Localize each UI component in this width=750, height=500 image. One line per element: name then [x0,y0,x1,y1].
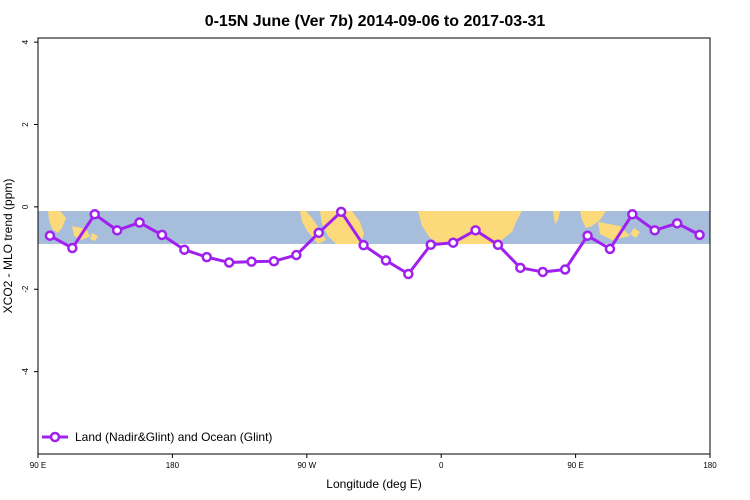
x-axis-label: Longitude (deg E) [326,477,421,491]
x-tick-label-3: 0 [439,461,444,470]
y-tick-label-0: 4 [21,39,30,44]
legend: Land (Nadir&Glint) and Ocean (Glint) [42,430,272,444]
land-masses [48,211,640,244]
data-point-8 [223,257,235,268]
plot-frame [37,37,711,455]
land-africa [418,211,522,244]
y-tick-label-2: 0 [21,204,30,209]
chart-title: 0-15N June (Ver 7b) 2014-09-06 to 2017-0… [205,13,546,30]
data-point-21 [515,262,526,274]
data-point-28 [671,218,683,229]
legend-entry-label: Land (Nadir&Glint) and Ocean (Glint) [75,430,272,444]
x-tick-label-2: 90 W [297,461,316,470]
data-point-27 [649,225,660,236]
data-point-14 [358,239,369,251]
data-point-20 [492,239,504,251]
x-tick-label-4: 90 E [567,461,583,470]
data-point-2 [89,209,100,220]
world-map-band [38,210,710,244]
data-point-17 [425,239,436,251]
data-point-29 [694,229,705,241]
legend-marker-swatch [49,431,61,443]
y-tick-label-4: -4 [21,368,30,376]
data-point-12 [313,227,324,239]
y-axis-label: XCO2 - MLO trend (ppm) [1,179,15,314]
data-point-26 [627,209,638,220]
data-point-10 [268,255,280,267]
land-indonesia [598,222,630,240]
land-india [553,211,560,224]
x-tick-label-0: 90 E [30,461,46,470]
data-point-19 [470,225,481,236]
data-point-11 [291,249,302,261]
y-tick-label-3: -2 [21,285,30,293]
x-tick-label-5: 180 [703,461,717,470]
land-australia-west [48,211,66,233]
data-point-7 [201,251,212,263]
data-point-1 [67,242,78,254]
land-southeast-asia [580,211,606,228]
data-point-24 [582,230,593,241]
data-point-6 [179,244,190,255]
data-point-25 [604,243,616,255]
data-point-16 [403,268,414,280]
data-point-13 [335,206,347,218]
data-point-3 [111,225,123,236]
data-point-23 [559,264,571,275]
x-tick-label-1: 180 [166,461,180,470]
land-islands-east [630,228,640,238]
data-point-22 [537,266,548,278]
y-tick-label-1: 2 [21,122,30,127]
y-axis: 4 2 0 -2 -4 [21,39,38,375]
x-axis: 90 E 180 90 W 0 90 E 180 [30,454,717,470]
data-point-4 [134,217,145,228]
data-point-18 [447,237,459,248]
series-layer [44,206,705,280]
data-point-0 [44,230,56,241]
data-point-9 [246,256,257,267]
data-point-15 [380,255,392,266]
data-point-5 [156,229,168,241]
land-south-america [320,211,364,244]
land-islands-west [90,233,98,241]
